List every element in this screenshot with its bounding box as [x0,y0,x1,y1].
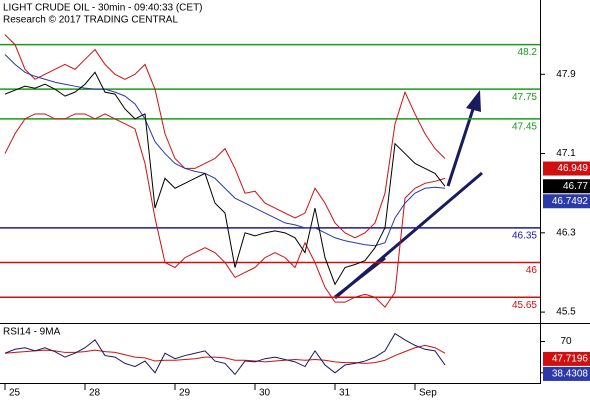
price-tag [543,194,590,209]
price-tag-label: 46.7492 [552,196,589,207]
level-label: 48.2 [518,47,538,58]
price-tag-label: 46.77 [563,181,588,192]
x-tick-label: 31 [339,388,351,399]
arrow-head [466,90,481,112]
level-label: 47.45 [512,122,537,133]
series-line [4,71,446,286]
y-tick-label: 47.1 [556,148,576,159]
price-tag [543,179,590,194]
y-tick-label: 47.9 [556,69,576,80]
price-tag-label: 38.4308 [552,369,589,380]
price-tag-label: 46.949 [557,163,588,174]
x-tick-label: 28 [89,388,101,399]
series-line [4,344,446,364]
y-tick-label: 45.5 [556,307,576,318]
price-tag-label: 47.7196 [552,354,589,365]
chart-title: LIGHT CRUDE OIL - 30min - 09:40:33 (CET) [3,3,203,14]
price-tag [543,351,590,366]
series-line [4,54,446,247]
price-tag [543,161,590,176]
level-label: 46.35 [512,231,537,242]
series-line [4,34,446,239]
price-tag [543,366,590,381]
x-tick-label: 25 [9,388,21,399]
level-label: 45.65 [512,300,537,311]
chart-subtitle: Research © 2017 TRADING CENTRAL [3,15,178,26]
y-tick-label: 70 [560,336,572,347]
series-line [4,113,446,308]
rsi-title: RSI14 - 9MA [3,327,61,338]
annotation-arrows [334,90,483,300]
series-line [4,332,446,376]
y-tick-label: 46.3 [556,227,576,238]
x-tick-label: 30 [259,388,271,399]
x-tick-label: 29 [179,388,191,399]
trend-line [334,256,386,299]
level-label: 46 [526,265,538,276]
x-tick-label: Sep [419,388,437,399]
level-label: 47.75 [512,92,537,103]
